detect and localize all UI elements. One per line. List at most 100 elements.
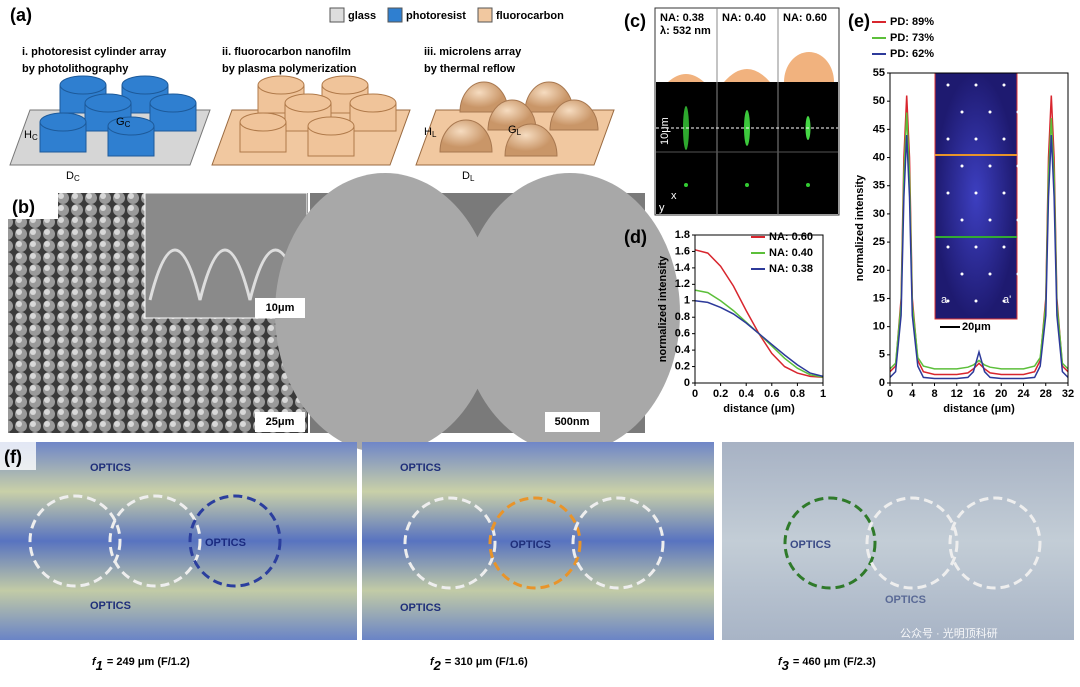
legend-label: NA: 0.38 — [769, 263, 813, 275]
na-label: NA: 0.40 — [722, 12, 766, 24]
x-axis-label: distance (μm) — [943, 403, 1015, 415]
inset-dot — [1016, 272, 1020, 276]
step-label: iii. microlens array — [424, 46, 522, 58]
inset-dot — [974, 83, 978, 87]
inset-dot — [946, 191, 950, 195]
step-label: by thermal reflow — [424, 63, 516, 75]
x-tick-label: 0.8 — [790, 388, 805, 400]
photo-text: OPTICS — [90, 462, 131, 474]
legend-label: glass — [348, 10, 376, 22]
inset-dot — [960, 272, 964, 276]
step-labels: i. photoresist cylinder array by photoli… — [22, 46, 522, 75]
label-bg — [8, 193, 58, 219]
axis-label: x — [671, 190, 677, 202]
y-tick-label: 0 — [879, 377, 885, 389]
y-tick-label: 50 — [873, 95, 885, 107]
panel-label: (c) — [624, 11, 646, 31]
legend-swatch — [387, 7, 403, 23]
photo-text: OPTICS — [885, 594, 926, 606]
x-tick-label: 0.4 — [739, 388, 755, 400]
dim-label: DL — [462, 170, 475, 183]
legend-label: PD: 89% — [890, 16, 934, 28]
photo-text: OPTICS — [90, 600, 131, 612]
y-tick-label: 0.6 — [675, 328, 690, 340]
dim-label: DC — [66, 170, 80, 183]
y-tick-label: 55 — [873, 67, 885, 79]
inset-dot — [974, 245, 978, 249]
inset-dot — [946, 137, 950, 141]
x-tick-label: 24 — [1017, 388, 1030, 400]
step-label: i. photoresist cylinder array — [22, 46, 167, 58]
legend-swatch — [477, 7, 493, 23]
x-tick-label: 28 — [1040, 388, 1052, 400]
step-label: ii. fluorocarbon nanofilm — [222, 46, 351, 58]
sem-lens — [275, 173, 495, 453]
y-tick-label: 0 — [684, 377, 690, 389]
panel-label: (d) — [624, 227, 647, 247]
inset-dot — [988, 218, 992, 222]
inset-dot — [988, 164, 992, 168]
legend-label: fluorocarbon — [496, 10, 564, 22]
y-tick-label: 5 — [879, 349, 885, 361]
plot-frame — [694, 234, 824, 384]
caption: f1 = 249 μm (F/1.2) — [92, 656, 190, 674]
panel-label: (e) — [848, 11, 870, 31]
schematic-2 — [211, 75, 411, 166]
y-tick-label: 35 — [873, 180, 885, 192]
axis-label: y — [659, 202, 665, 214]
axis-label: x — [671, 60, 677, 72]
photo-text: OPTICS — [790, 539, 831, 551]
photo-text: OPTICS — [400, 462, 441, 474]
inset-dot — [974, 191, 978, 195]
x-tick-label: 1 — [820, 388, 826, 400]
y-tick-label: 20 — [873, 264, 885, 276]
data-line — [889, 112, 1069, 370]
y-tick-label: 45 — [873, 123, 885, 135]
inset-dot — [974, 299, 978, 303]
dimensions: HC GC DC HL GL DL — [24, 116, 522, 183]
x-tick-label: 8 — [931, 388, 937, 400]
y-tick-label: 0.8 — [675, 311, 690, 323]
data-line — [889, 95, 1069, 376]
label-bg — [0, 442, 36, 470]
y-tick-label: 1.4 — [675, 262, 691, 274]
legend-swatch — [329, 7, 345, 23]
inset-dot — [1016, 164, 1020, 168]
charts: 0 0.2 0.4 0.6 0.8 1 1.2 1.4 1.6 1.8 0 0.2 0.4 0.6 0.8 1… — [657, 16, 1074, 415]
x-tick-label: 0 — [887, 388, 893, 400]
inset-dot — [1016, 218, 1020, 222]
inset-label: a — [941, 294, 948, 306]
x-tick-label: 4 — [909, 388, 916, 400]
x-tick-label: 32 — [1062, 388, 1074, 400]
y-axis-label: normalized intensity — [657, 255, 669, 362]
dim-label: HC — [24, 129, 38, 142]
y-tick-label: 10 — [873, 321, 885, 333]
sem-lens — [460, 173, 680, 453]
inset-image — [934, 72, 1018, 320]
inset-dot — [1002, 83, 1006, 87]
wavelength: λ: 532 nm — [660, 25, 711, 37]
axis-label: z — [659, 72, 665, 84]
scale-bar: 25μm — [266, 416, 295, 428]
dim-label: GC — [116, 116, 131, 129]
y-tick-label: 1.6 — [675, 245, 690, 257]
inset-dot — [946, 245, 950, 249]
x-tick-label: 20 — [995, 388, 1007, 400]
photo-text: OPTICS — [510, 539, 551, 551]
inset-dot — [1002, 191, 1006, 195]
legend-label: PD: 73% — [890, 32, 934, 44]
inset-dot — [1002, 245, 1006, 249]
caption: f2 = 310 μm (F/1.6) — [430, 656, 528, 674]
photo-text: OPTICS — [400, 602, 441, 614]
psf-panels — [654, 7, 840, 216]
y-tick-label: 30 — [873, 208, 885, 220]
x-tick-label: 16 — [973, 388, 985, 400]
y-tick-label: 25 — [873, 236, 885, 248]
photos — [0, 442, 1074, 640]
dim-label: HL — [424, 126, 437, 139]
na-label: NA: 0.60 — [783, 12, 827, 24]
inset-dot — [1002, 137, 1006, 141]
inset-dot — [960, 218, 964, 222]
scale-bar: 10μm — [266, 302, 295, 314]
